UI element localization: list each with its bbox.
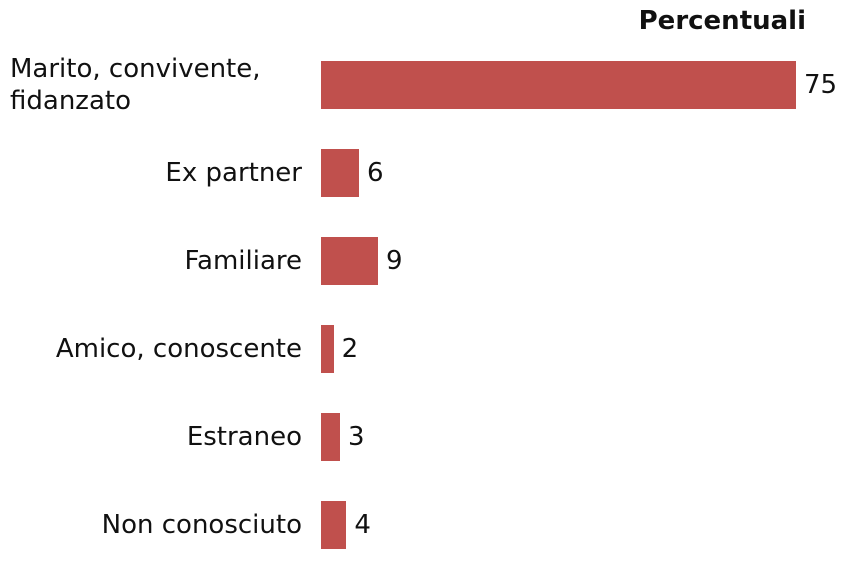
- page: {"chart_data": {"type": "bar", "orientat…: [0, 6, 844, 549]
- bar: [321, 149, 359, 197]
- value-label: 4: [354, 510, 371, 540]
- category-label-box: Amico, conoscente: [10, 305, 302, 393]
- category-label: Estraneo: [186, 422, 302, 452]
- bar: [321, 237, 378, 285]
- category-label-box: Non conosciuto: [10, 481, 302, 569]
- category-label: Amico, conoscente: [55, 334, 302, 364]
- value-label: 75: [804, 70, 838, 100]
- category-label-box: Estraneo: [10, 393, 302, 481]
- chart-title: Percentuali: [638, 6, 806, 36]
- bar: [321, 501, 347, 549]
- category-label-box: Marito, convivente, fidanzato: [10, 41, 302, 129]
- value-label: 2: [341, 334, 359, 364]
- value-label: 3: [348, 422, 365, 452]
- value-label: 6: [367, 158, 384, 188]
- category-label-box: Familiare: [10, 217, 302, 305]
- category-label: Non conosciuto: [101, 510, 302, 540]
- category-label-box: Ex partner: [10, 129, 302, 217]
- category-label: Familiare: [184, 246, 302, 276]
- row: Amico, conoscente 2: [0, 305, 844, 393]
- category-label: Ex partner: [165, 158, 302, 188]
- row: Non conosciuto 4: [0, 481, 844, 569]
- row: Ex partner 6: [0, 129, 844, 217]
- row: Estraneo 3: [0, 393, 844, 481]
- row: Familiare 9: [0, 217, 844, 305]
- bar: [321, 325, 334, 373]
- row: Marito, convivente, fidanzato 75: [0, 41, 844, 129]
- bar: [321, 413, 340, 461]
- category-label: Marito, convivente, fidanzato: [10, 54, 261, 116]
- bar: [321, 61, 796, 109]
- value-label: 9: [386, 246, 403, 276]
